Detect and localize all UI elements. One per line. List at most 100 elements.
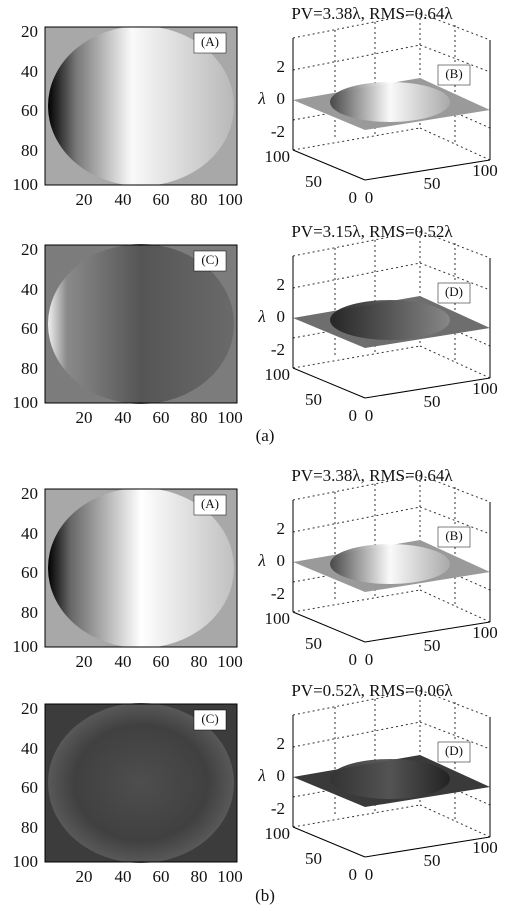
x-tick-label: 20 <box>76 867 93 886</box>
phase-image <box>48 488 234 648</box>
z-tick-label: -2 <box>271 799 285 818</box>
x-tick-label: 60 <box>153 867 170 886</box>
y-tick-label: 60 <box>21 778 38 797</box>
x-tick-label: 50 <box>424 636 441 655</box>
group-label: (a) <box>256 426 275 445</box>
x-tick-label: 100 <box>472 623 498 642</box>
wireframe <box>292 230 421 257</box>
x-tick-label: 50 <box>424 851 441 870</box>
y-tick-label: 50 <box>305 634 322 653</box>
surface-title: PV=3.38λ, RMS=0.64λ <box>291 4 453 23</box>
image-frame <box>44 703 238 863</box>
wireframe <box>292 127 421 151</box>
y-tick-label: 100 <box>265 147 291 166</box>
y-tick-label: 80 <box>21 818 38 837</box>
x-tick-label: 80 <box>191 408 208 427</box>
y-tick-label: 40 <box>21 739 38 758</box>
y-tick-label: 50 <box>305 172 322 191</box>
x-tick-label: 60 <box>153 190 170 209</box>
y-tick-label: 0 <box>349 865 358 884</box>
x-tick-label: 100 <box>472 838 498 857</box>
y-tick-label: 100 <box>13 393 39 412</box>
x-tick-label: 0 <box>365 188 374 207</box>
panel-label: (A) <box>201 34 219 49</box>
x-tick-label: 40 <box>115 190 132 209</box>
image-frame <box>44 26 238 186</box>
x-tick-label: 50 <box>424 174 441 193</box>
box-edge <box>292 149 366 181</box>
surface-shape <box>330 544 450 584</box>
surface-shape <box>330 82 450 122</box>
x-tick-label: 40 <box>115 408 132 427</box>
y-tick-label: 100 <box>13 175 39 194</box>
box-edge <box>364 836 491 858</box>
y-tick-label: 50 <box>305 390 322 409</box>
z-tick-label: 0 <box>277 766 286 785</box>
y-tick-label: 80 <box>21 603 38 622</box>
y-tick-label: 0 <box>349 406 358 425</box>
surface-title: PV=3.15λ, RMS=0.52λ <box>291 222 453 241</box>
y-tick-label: 20 <box>21 699 38 718</box>
wireframe <box>419 589 491 623</box>
y-tick-label: 100 <box>13 852 39 871</box>
label-box <box>193 32 227 54</box>
y-tick-label: 100 <box>265 365 291 384</box>
x-tick-label: 40 <box>115 652 132 671</box>
x-tick-label: 60 <box>153 408 170 427</box>
z-tick-label: -2 <box>271 122 285 141</box>
image-frame <box>44 244 238 404</box>
label-box <box>193 709 227 731</box>
panel-label: (D) <box>445 743 463 758</box>
panel-label: (D) <box>445 284 463 299</box>
wireframe <box>292 474 421 501</box>
y-tick-label: 20 <box>21 240 38 259</box>
wireframe <box>292 345 421 369</box>
phase-image <box>48 26 234 186</box>
wireframe <box>292 558 421 583</box>
wireframe <box>419 127 491 161</box>
z-tick-label: 2 <box>277 734 286 753</box>
surface-title: PV=3.38λ, RMS=0.64λ <box>291 466 453 485</box>
label-box <box>437 526 471 548</box>
x-tick-label: 100 <box>217 190 243 209</box>
y-tick-label: 60 <box>21 319 38 338</box>
x-tick-label: 20 <box>76 652 93 671</box>
x-tick-label: 80 <box>191 190 208 209</box>
box-edge <box>292 826 366 858</box>
x-tick-label: 20 <box>76 190 93 209</box>
z-axis-label: λ <box>257 307 265 326</box>
x-tick-label: 0 <box>365 865 374 884</box>
panel-label: (C) <box>201 252 218 267</box>
y-tick-label: 60 <box>21 563 38 582</box>
z-tick-label: 0 <box>277 551 286 570</box>
box-edge <box>292 611 366 643</box>
x-tick-label: 80 <box>191 652 208 671</box>
x-tick-label: 0 <box>365 406 374 425</box>
z-tick-label: -2 <box>271 340 285 359</box>
z-tick-label: 2 <box>277 57 286 76</box>
z-tick-label: 2 <box>277 275 286 294</box>
wireframe <box>419 804 491 838</box>
y-tick-label: 40 <box>21 62 38 81</box>
y-tick-label: 20 <box>21 484 38 503</box>
y-tick-label: 80 <box>21 359 38 378</box>
y-tick-label: 0 <box>349 650 358 669</box>
z-tick-label: 2 <box>277 519 286 538</box>
x-tick-label: 50 <box>424 392 441 411</box>
x-tick-label: 20 <box>76 408 93 427</box>
y-tick-label: 60 <box>21 101 38 120</box>
group-label: (b) <box>255 886 275 905</box>
surface-shape <box>330 759 450 799</box>
label-box <box>437 282 471 304</box>
label-box <box>193 494 227 516</box>
wireframe <box>292 689 421 716</box>
x-tick-label: 100 <box>217 408 243 427</box>
wireframe <box>292 804 421 828</box>
y-tick-label: 100 <box>265 609 291 628</box>
x-tick-label: 80 <box>191 867 208 886</box>
wireframe <box>292 589 421 613</box>
